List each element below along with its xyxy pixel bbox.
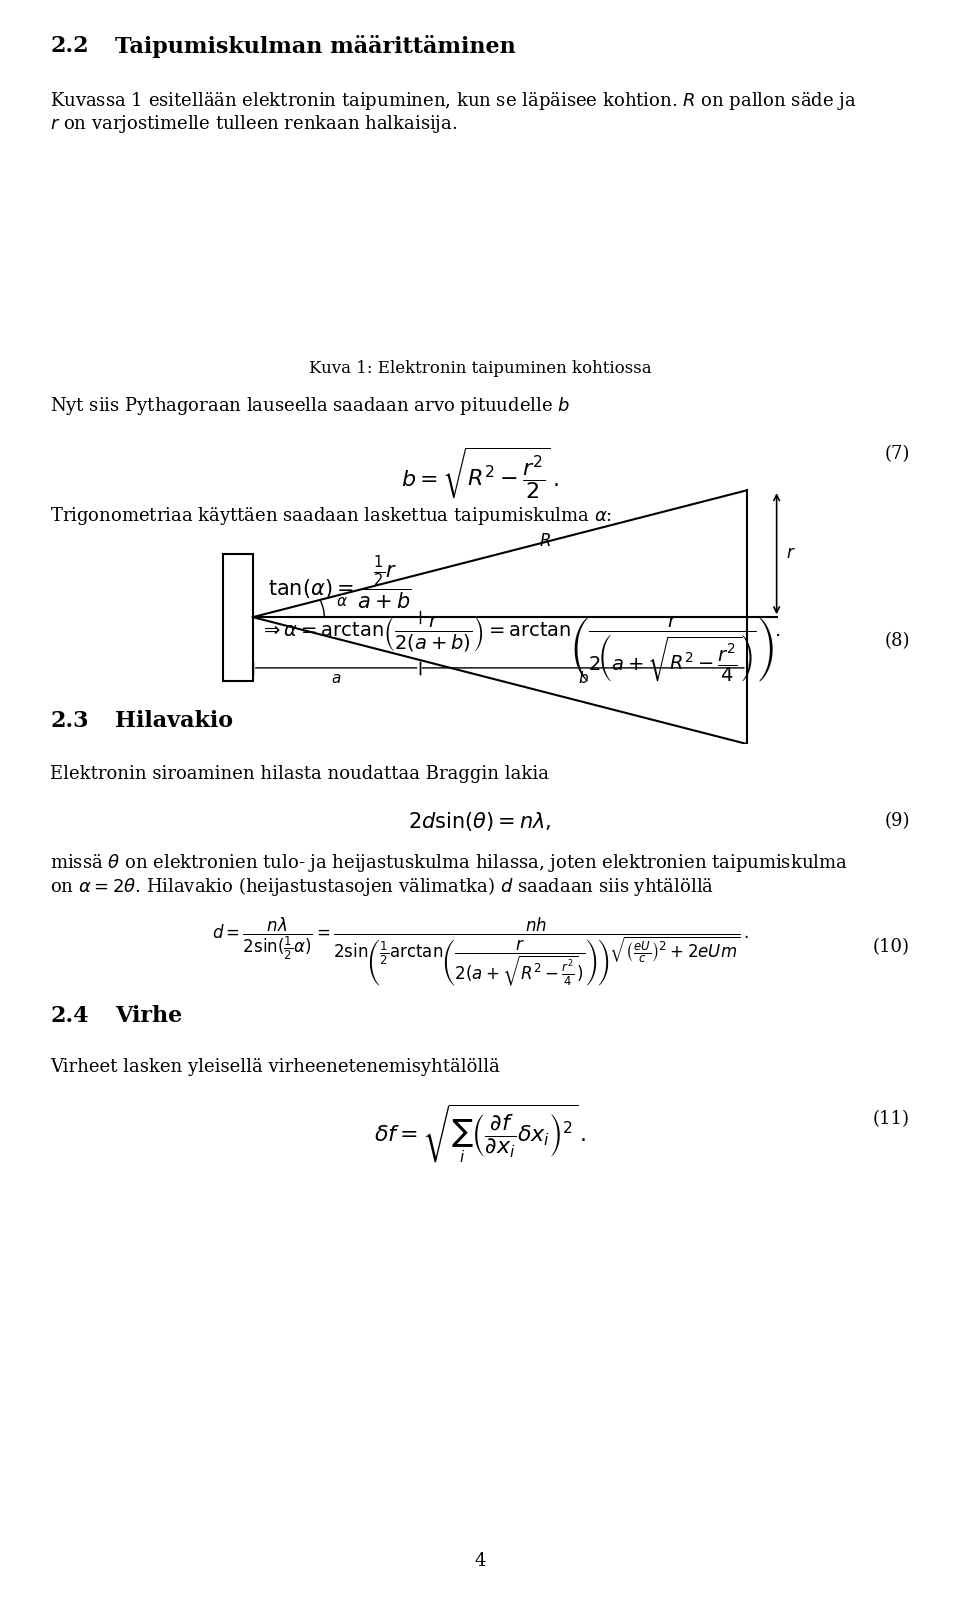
Text: Virheet lasken yleisellä virheenetenemisyhtälöllä: Virheet lasken yleisellä virheenetenemis… [50, 1058, 500, 1075]
Text: Elektronin siroaminen hilasta noudattaa Braggin lakia: Elektronin siroaminen hilasta noudattaa … [50, 765, 549, 782]
Text: Kuva 1: Elektronin taipuminen kohtiossa: Kuva 1: Elektronin taipuminen kohtiossa [309, 360, 651, 378]
Text: (7): (7) [884, 445, 910, 462]
Text: Nyt siis Pythagoraan lauseella saadaan arvo pituudelle $b$: Nyt siis Pythagoraan lauseella saadaan a… [50, 395, 570, 418]
Text: Trigonometriaa käyttäen saadaan laskettua taipumiskulma $\alpha$:: Trigonometriaa käyttäen saadaan laskettu… [50, 506, 612, 526]
Text: 2.2: 2.2 [50, 35, 88, 58]
Text: Kuvassa 1 esitellään elektronin taipuminen, kun se läpäisee kohtion. $R$ on pall: Kuvassa 1 esitellään elektronin taipumin… [50, 90, 856, 112]
Text: $2d\sin(\theta) = n\lambda,$: $2d\sin(\theta) = n\lambda,$ [408, 810, 552, 834]
Text: Taipumiskulman määrittäminen: Taipumiskulman määrittäminen [115, 35, 516, 58]
Text: (8): (8) [884, 632, 910, 650]
Text: 2.4: 2.4 [50, 1005, 88, 1027]
Text: 2.3: 2.3 [50, 710, 88, 733]
Text: $\alpha$: $\alpha$ [336, 595, 348, 610]
Text: $R$: $R$ [539, 533, 550, 549]
FancyBboxPatch shape [223, 554, 252, 680]
Text: $r$ on varjostimelle tulleen renkaan halkaisija.: $r$ on varjostimelle tulleen renkaan hal… [50, 114, 457, 134]
Text: $d = \dfrac{n\lambda}{2\sin(\frac{1}{2}\alpha)} = \dfrac{nh}{2\sin\!\left(\frac{: $d = \dfrac{n\lambda}{2\sin(\frac{1}{2}\… [211, 915, 749, 987]
Text: missä $\theta$ on elektronien tulo- ja heijastuskulma hilassa, joten elektronien: missä $\theta$ on elektronien tulo- ja h… [50, 851, 848, 874]
Text: $\delta f = \sqrt{\sum_i \left(\dfrac{\partial f}{\partial x_i} \delta x_i\right: $\delta f = \sqrt{\sum_i \left(\dfrac{\p… [373, 1102, 587, 1165]
Text: $\Rightarrow \alpha = \arctan\!\left(\dfrac{r}{2(a+b)}\right) = \arctan\!\left(\: $\Rightarrow \alpha = \arctan\!\left(\df… [260, 614, 780, 685]
Text: 4: 4 [474, 1552, 486, 1570]
Text: $a$: $a$ [331, 672, 342, 686]
Text: on $\alpha = 2\theta$. Hilavakio (heijastustasojen välimatka) $d$ saadaan siis y: on $\alpha = 2\theta$. Hilavakio (heijas… [50, 875, 714, 898]
Text: Virhe: Virhe [115, 1005, 182, 1027]
Text: (10): (10) [873, 938, 910, 955]
Text: $r$: $r$ [785, 546, 795, 562]
Text: $b = \sqrt{R^2 - \dfrac{r^2}{2}}\,.$: $b = \sqrt{R^2 - \dfrac{r^2}{2}}\,.$ [401, 445, 559, 501]
Text: (9): (9) [884, 813, 910, 830]
Text: (11): (11) [873, 1110, 910, 1128]
Text: $\tan(\alpha) = \dfrac{\frac{1}{2}r}{a+b}$: $\tan(\alpha) = \dfrac{\frac{1}{2}r}{a+b… [268, 555, 412, 613]
Text: $b$: $b$ [578, 670, 588, 686]
Text: Hilavakio: Hilavakio [115, 710, 233, 733]
